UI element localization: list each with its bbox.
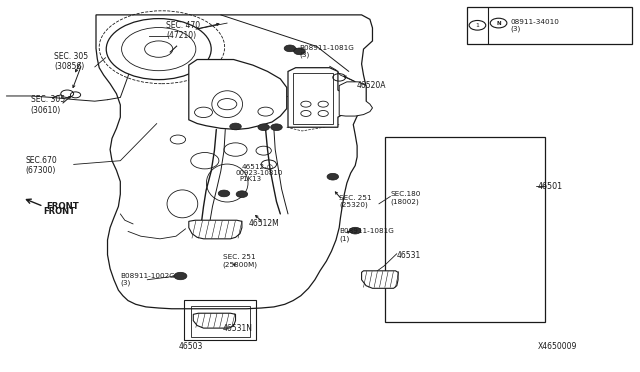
Circle shape: [271, 124, 282, 131]
Text: FRONT: FRONT: [44, 207, 76, 216]
Text: 46512M: 46512M: [248, 219, 279, 228]
Circle shape: [230, 123, 241, 130]
Text: 46501: 46501: [538, 182, 563, 191]
Text: B08911-1081G
(3): B08911-1081G (3): [300, 45, 355, 58]
Text: SEC. 470
(47210): SEC. 470 (47210): [166, 21, 200, 40]
Circle shape: [218, 190, 230, 197]
Circle shape: [490, 18, 507, 28]
Text: 00923-10810: 00923-10810: [236, 170, 283, 176]
Circle shape: [327, 173, 339, 180]
Text: P1K13: P1K13: [239, 176, 262, 182]
Polygon shape: [288, 68, 351, 127]
Circle shape: [284, 45, 296, 52]
Bar: [385, 137, 545, 322]
Text: X4650009: X4650009: [538, 342, 577, 351]
Text: SEC.180
(18002): SEC.180 (18002): [390, 191, 420, 205]
Text: 46531: 46531: [397, 251, 421, 260]
Text: B08911-1081G
(1): B08911-1081G (1): [339, 228, 394, 242]
Bar: [191, 306, 250, 337]
Bar: [467, 7, 632, 44]
Circle shape: [174, 272, 187, 280]
Polygon shape: [189, 60, 287, 129]
Text: SEC. 251
(25300M): SEC. 251 (25300M): [223, 254, 258, 268]
Text: FRONT: FRONT: [46, 202, 79, 211]
Text: 46531N: 46531N: [223, 324, 253, 333]
Circle shape: [106, 19, 211, 80]
Circle shape: [236, 191, 248, 198]
Polygon shape: [189, 220, 242, 239]
Text: (3): (3): [510, 25, 520, 32]
Text: SEC. 305
(30610): SEC. 305 (30610): [31, 95, 65, 115]
Text: SEC.670
(67300): SEC.670 (67300): [26, 156, 58, 175]
Text: 46512-○: 46512-○: [242, 163, 274, 169]
Polygon shape: [339, 82, 372, 116]
Text: SEC. 305
(30856): SEC. 305 (30856): [54, 52, 88, 71]
Text: 46520A: 46520A: [357, 81, 387, 90]
Text: 1: 1: [476, 23, 479, 28]
Text: 08911-34010: 08911-34010: [510, 19, 559, 25]
Polygon shape: [193, 313, 236, 328]
Circle shape: [294, 48, 305, 55]
Text: N: N: [496, 20, 501, 26]
Circle shape: [349, 227, 361, 234]
Circle shape: [258, 124, 269, 131]
Text: 46503: 46503: [179, 342, 203, 351]
Bar: [293, 73, 333, 124]
Circle shape: [469, 20, 486, 30]
Text: B08911-1002G
(3): B08911-1002G (3): [120, 273, 175, 286]
Polygon shape: [362, 271, 398, 288]
Bar: [184, 300, 256, 340]
Text: SEC. 251
(25320): SEC. 251 (25320): [339, 195, 372, 208]
